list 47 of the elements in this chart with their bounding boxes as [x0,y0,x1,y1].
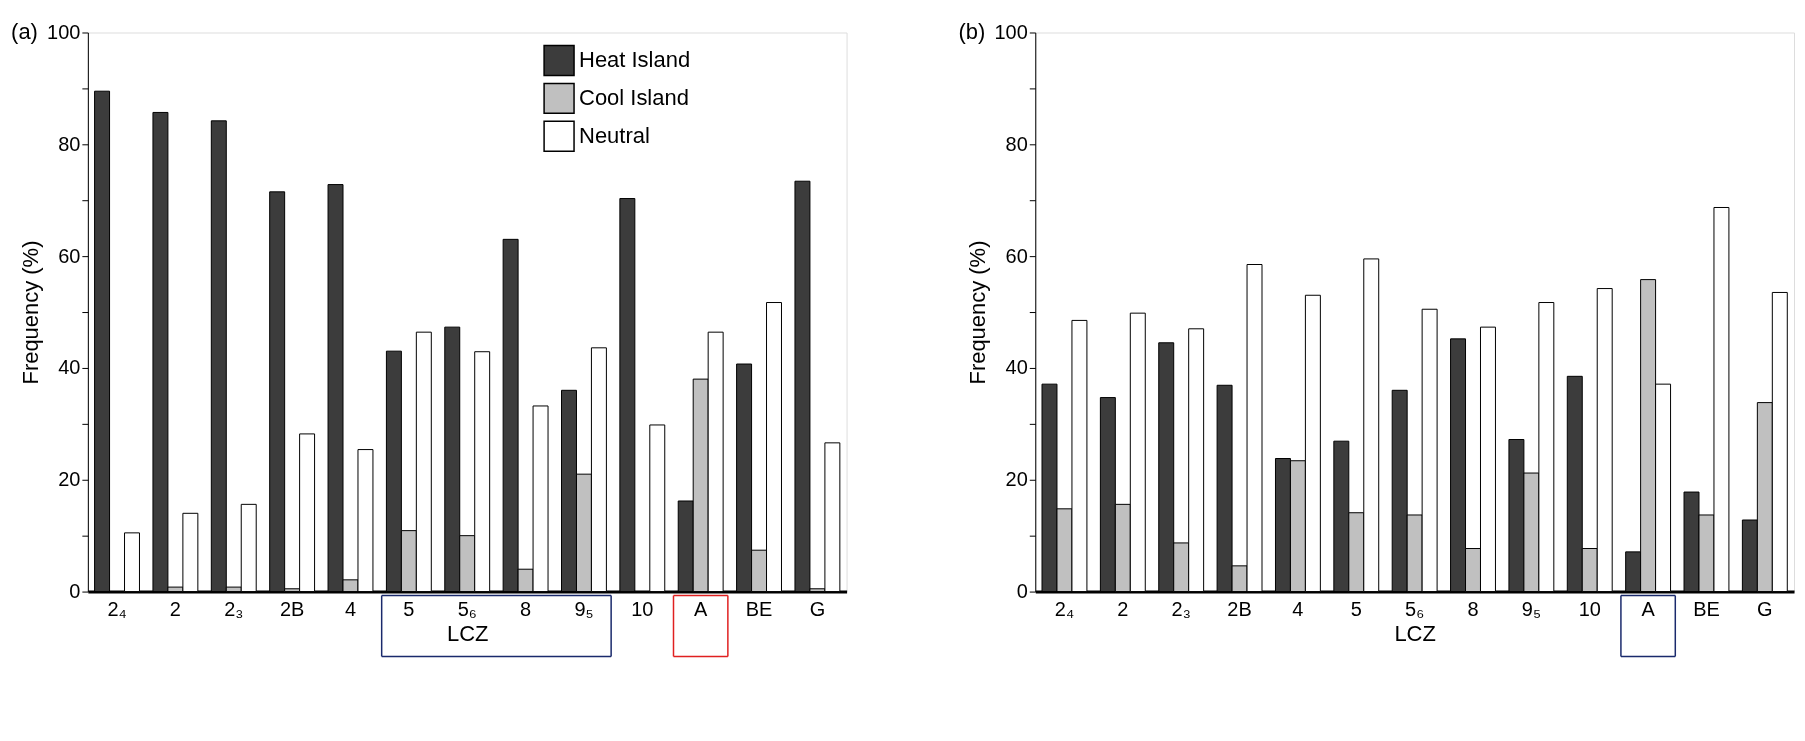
y-tick-label: 100 [994,20,1028,43]
x-tick-label: A [694,598,709,621]
x-tick-label: 9₅ [1521,598,1541,621]
x-tick-label: 2₃ [224,598,244,621]
y-tick-label: 80 [58,132,81,155]
x-tick-label: 2 [1117,598,1129,621]
x-tick-label: 2₄ [107,598,127,621]
x-tick-label: A [1641,598,1656,621]
x-tick-label: G [809,598,826,621]
x-tick-label: 2B [279,598,305,621]
y-axis-title: Frequency (%) [18,240,44,385]
text: (a) [11,19,38,45]
x-tick-label: 4 [344,598,357,621]
x-tick-label: 4 [1292,598,1304,621]
x-tick-label: 10 [631,598,654,621]
x-tick-label: 2₄ [1054,598,1075,621]
legend-label: Heat Island [579,47,691,73]
x-tick-label: 10 [1578,598,1601,621]
y-tick-label: 60 [58,244,81,267]
x-tick-label: 5 [1350,598,1362,621]
x-tick-label: BE [745,598,773,621]
x-tick-label: 5₆ [1405,598,1425,621]
y-tick-label: 80 [1005,132,1028,155]
x-tick-label: BE [1693,598,1720,621]
x-tick-label: 2₃ [1171,598,1191,621]
y-axis-title: Frequency (%) [965,240,991,385]
x-axis-title: LCZ [1394,620,1436,646]
x-tick-label: 8 [520,598,532,621]
text: (b) [958,19,986,45]
y-tick-label: 0 [1016,580,1028,603]
x-axis-title: LCZ [446,620,489,646]
y-tick-label: 20 [1005,468,1028,491]
y-tick-label: 40 [1005,356,1028,379]
x-tick-label: 5₆ [457,598,477,621]
legend-label: Neutral [579,123,650,149]
y-tick-label: 60 [1005,244,1028,267]
x-tick-label: 2B [1227,598,1252,621]
y-tick-label: 100 [47,20,81,43]
x-tick-label: 9₅ [574,598,594,621]
x-tick-label: 8 [1467,598,1479,621]
y-tick-label: 40 [58,356,81,379]
x-tick-label: G [1757,598,1773,621]
y-tick-label: 20 [58,468,81,491]
y-tick-label: 0 [69,580,81,603]
x-tick-label: 5 [403,598,415,621]
legend-label: Cool Island [579,85,689,111]
x-tick-label: 2 [169,598,181,621]
